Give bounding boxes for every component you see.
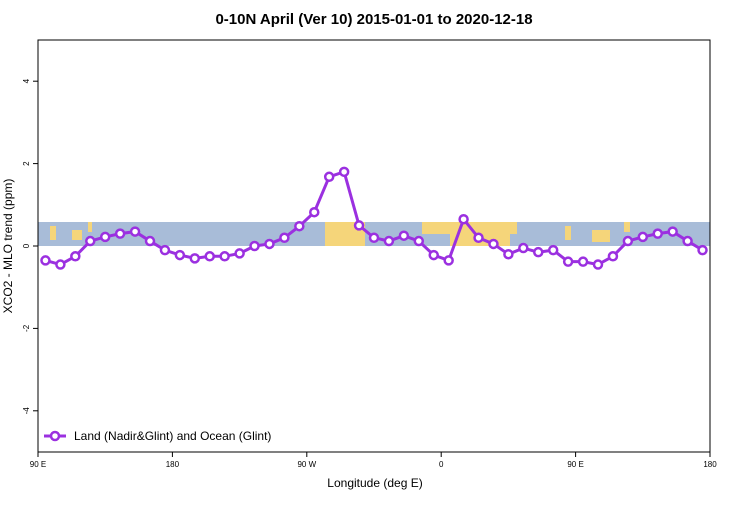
point [338,166,350,178]
x-tick-label: 180 [703,460,717,469]
y-tick-label: -4 [22,407,31,415]
point [159,244,171,256]
point [637,231,649,243]
point [189,253,201,264]
line [45,169,704,267]
point [652,228,663,239]
point [353,220,365,231]
point [323,171,335,183]
point [473,232,484,244]
point [413,235,425,247]
y-tick-label: -2 [22,324,31,332]
point [204,251,215,262]
point [174,249,186,261]
chart-title: 0-10N April (Ver 10) 2015-01-01 to 2020-… [215,11,532,28]
point [383,235,395,247]
point [697,244,708,256]
point [428,249,439,261]
point [488,238,499,250]
x-tick-label: 180 [166,460,180,469]
point [547,244,559,256]
point [264,238,275,250]
point [55,259,66,270]
point [368,232,380,244]
y-tick-label: 2 [22,161,31,166]
point [458,213,469,225]
point [622,235,634,247]
point [443,255,454,266]
x-tick-label: 0 [439,460,444,469]
point [40,255,51,266]
x-axis-label: Longitude (deg E) [327,476,422,490]
point [114,228,126,239]
legend-marker [49,430,61,442]
y-tick-label: 0 [22,243,31,248]
point [219,251,230,262]
point [234,248,245,259]
point [85,235,96,247]
point [99,231,111,243]
point [70,251,81,262]
point [533,246,544,258]
legend-label: Land (Nadir&Glint) and Ocean (Glint) [74,429,271,443]
y-axis-label: XCO2 - MLO trend (ppm) [1,179,15,314]
x-tick-label: 90 E [30,460,46,469]
point [249,240,260,252]
point [577,256,589,267]
point [129,226,141,237]
point [279,232,290,244]
y-tick-label: 4 [22,78,31,83]
point [682,235,693,247]
point [667,226,678,237]
point [144,235,156,247]
point [294,220,305,232]
point [398,230,410,241]
point [607,251,619,262]
point [309,206,320,218]
point [518,242,529,254]
point [592,259,604,270]
x-tick-label: 90 W [297,460,316,469]
point [562,256,574,267]
x-tick-label: 90 E [567,460,583,469]
point [503,248,514,260]
